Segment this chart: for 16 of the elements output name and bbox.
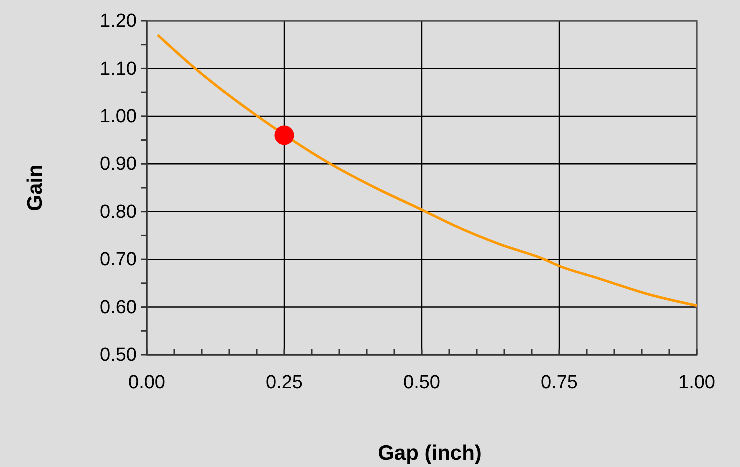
- y-tick-label: 1.00: [100, 106, 137, 128]
- x-tick-label: 0.50: [404, 372, 440, 394]
- x-tick-label: 0.75: [541, 372, 578, 394]
- y-tick-label: 0.60: [100, 297, 137, 318]
- y-tick-label: 1.20: [100, 11, 137, 32]
- x-tick-label: 0.25: [266, 372, 303, 394]
- y-tick-label: 1.10: [100, 58, 137, 80]
- x-tick-label: 0.00: [128, 372, 166, 394]
- y-tick-label: 0.90: [100, 154, 137, 176]
- y-axis-title: Gain: [24, 164, 47, 212]
- y-tick-label: 0.80: [100, 202, 137, 223]
- y-tick-label: 0.70: [100, 250, 137, 271]
- line-series: [156, 34, 698, 308]
- y-tick-label: 0.50: [100, 345, 137, 366]
- x-tick-label: 1.00: [678, 372, 716, 394]
- x-axis-title: Gap (inch): [378, 442, 482, 465]
